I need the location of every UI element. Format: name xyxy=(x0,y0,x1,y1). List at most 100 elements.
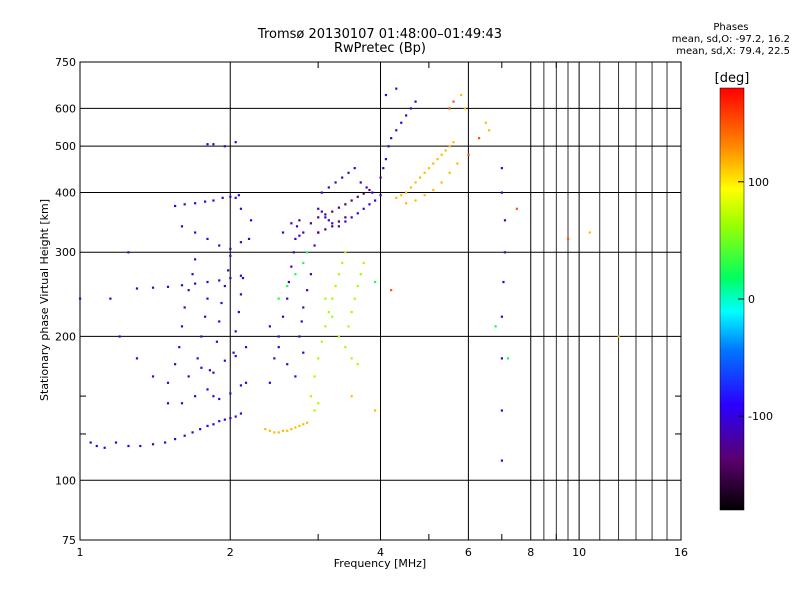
data-point xyxy=(331,225,334,228)
data-point xyxy=(317,357,320,360)
data-point xyxy=(277,431,280,434)
data-point xyxy=(290,265,293,268)
x-tick-label: 4 xyxy=(377,546,384,559)
data-point xyxy=(456,162,459,165)
x-tick-label: 2 xyxy=(227,546,234,559)
data-point xyxy=(419,176,422,179)
data-point xyxy=(203,200,207,203)
data-point xyxy=(294,237,297,241)
data-point xyxy=(359,273,362,276)
data-point xyxy=(448,107,451,110)
data-point xyxy=(206,388,209,391)
data-point xyxy=(241,276,245,280)
data-point xyxy=(467,153,470,156)
data-point xyxy=(324,325,327,328)
data-point xyxy=(334,284,337,288)
data-point xyxy=(344,346,347,349)
data-point xyxy=(382,167,385,170)
data-point xyxy=(223,418,226,421)
data-point xyxy=(362,207,365,210)
data-point xyxy=(350,357,353,360)
x-tick-label: 16 xyxy=(674,546,688,559)
data-point xyxy=(423,171,426,174)
data-point xyxy=(350,199,353,202)
data-point xyxy=(286,284,289,288)
color-bar-tick-label: 100 xyxy=(748,176,769,189)
data-point xyxy=(237,310,240,314)
data-point xyxy=(500,459,504,462)
data-point xyxy=(327,219,330,222)
data-point xyxy=(341,261,344,265)
chart-subtitle: RwPretec (Bp) xyxy=(333,41,427,56)
data-point xyxy=(287,280,290,284)
x-tick-label: 1 xyxy=(77,546,84,559)
data-point xyxy=(306,421,309,424)
data-point xyxy=(127,251,130,254)
y-tick-label: 500 xyxy=(55,140,76,153)
data-point xyxy=(239,412,243,415)
x-tick-label: 6 xyxy=(465,546,472,559)
data-point xyxy=(281,231,285,234)
data-point xyxy=(356,284,359,288)
data-point xyxy=(286,429,289,432)
data-point xyxy=(327,310,330,314)
data-point xyxy=(440,153,443,156)
data-point xyxy=(313,244,316,247)
color-bar-ticks: 100 0 -100 xyxy=(738,176,773,423)
data-point xyxy=(409,107,412,110)
data-point xyxy=(208,369,212,372)
color-bar-tick-label: -100 xyxy=(748,410,773,423)
data-points xyxy=(79,87,620,462)
data-point xyxy=(221,196,224,199)
data-point xyxy=(440,181,443,184)
data-point xyxy=(350,216,353,219)
data-point xyxy=(374,280,377,284)
data-point xyxy=(371,191,374,194)
data-point xyxy=(400,121,403,124)
data-point xyxy=(374,199,377,202)
data-point xyxy=(292,251,295,254)
data-point xyxy=(151,375,155,378)
data-point xyxy=(298,219,301,222)
data-point xyxy=(436,158,439,161)
data-point xyxy=(290,428,293,431)
color-bar xyxy=(719,87,745,511)
data-point xyxy=(298,335,301,338)
data-point xyxy=(206,237,209,241)
data-point xyxy=(300,320,303,323)
data-point xyxy=(503,219,507,222)
data-point xyxy=(173,363,177,366)
data-point xyxy=(183,306,186,309)
data-point xyxy=(500,191,504,194)
data-point xyxy=(229,195,232,198)
phase-heading: Phases xyxy=(713,22,749,33)
data-point xyxy=(405,191,408,194)
data-point xyxy=(337,206,341,209)
data-point xyxy=(191,431,194,434)
data-point xyxy=(183,434,186,437)
data-point xyxy=(286,363,289,366)
y-tick-label: 300 xyxy=(55,246,76,259)
data-point xyxy=(379,176,382,179)
data-point xyxy=(567,237,570,241)
data-point xyxy=(423,194,426,197)
data-point xyxy=(327,186,330,189)
data-point xyxy=(500,409,504,412)
data-point xyxy=(199,428,202,431)
data-point xyxy=(500,167,504,170)
data-point xyxy=(237,194,240,197)
data-point xyxy=(313,409,316,412)
data-point xyxy=(203,315,207,318)
data-point xyxy=(432,162,435,165)
data-point xyxy=(194,395,197,398)
data-point xyxy=(196,357,199,360)
data-point xyxy=(344,220,347,223)
data-point xyxy=(306,251,309,254)
data-point xyxy=(173,204,177,208)
data-point xyxy=(294,273,297,276)
data-point xyxy=(244,381,248,384)
data-point xyxy=(302,261,305,265)
data-point xyxy=(229,247,232,250)
y-tick-label: 100 xyxy=(55,474,76,487)
